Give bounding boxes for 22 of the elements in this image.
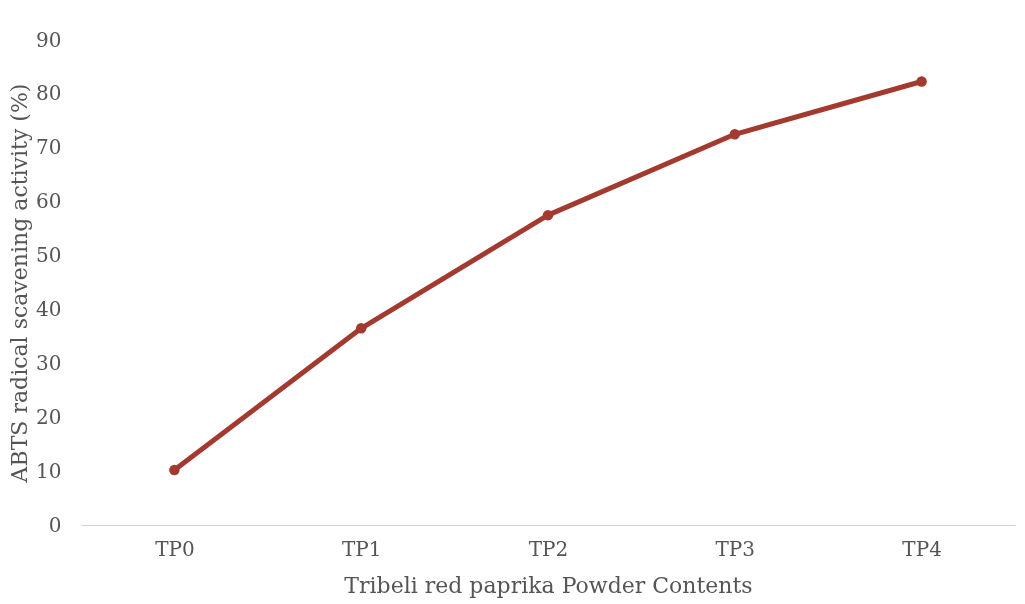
point: [916, 76, 927, 87]
y-tick-label: 30: [36, 350, 62, 375]
y-tick-label: 70: [36, 135, 62, 160]
y-tick-label: 40: [36, 296, 62, 321]
x-tick-label: TP3: [715, 536, 756, 561]
y-tick-label: 90: [36, 27, 62, 52]
x-tick-label: TP2: [528, 536, 569, 561]
x-axis-title: Tribeli red paprika Powder Contents: [344, 572, 753, 598]
y-tick-label: 20: [36, 404, 62, 429]
y-tick-label: 0: [48, 512, 62, 537]
y-tick-label: 60: [36, 189, 62, 214]
point: [729, 129, 741, 140]
point: [169, 464, 180, 476]
x-tick-label: TP0: [155, 536, 195, 561]
point: [542, 209, 554, 221]
point: [355, 323, 367, 334]
y-tick-label: 80: [36, 81, 62, 106]
y-tick-label: 10: [36, 458, 62, 483]
y-tick-label: 50: [36, 243, 62, 268]
y-axis-title: ABTS radical scavening activity (%): [7, 83, 33, 484]
x-tick-label: TP1: [341, 536, 382, 561]
x-tick-label: TP4: [902, 536, 942, 561]
